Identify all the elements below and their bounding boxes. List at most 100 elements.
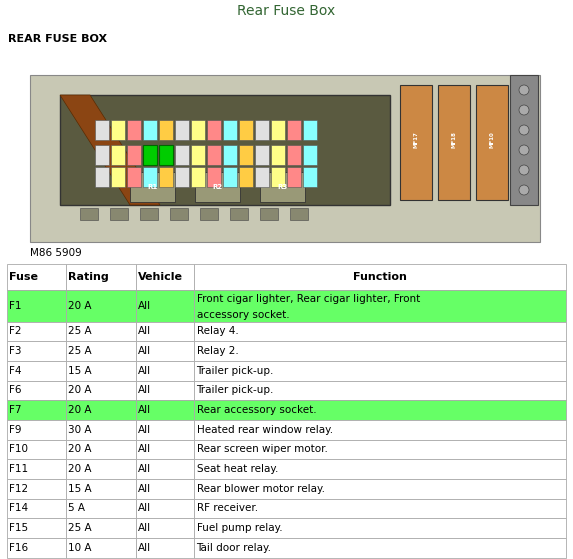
Text: All: All xyxy=(138,385,151,395)
Bar xyxy=(175,145,189,165)
Text: Rating: Rating xyxy=(68,272,109,282)
Text: F15: F15 xyxy=(9,523,28,533)
Bar xyxy=(65,459,135,479)
Bar xyxy=(194,321,566,341)
Bar xyxy=(194,341,566,361)
Bar xyxy=(194,499,566,518)
Text: F2: F2 xyxy=(9,326,22,337)
Bar xyxy=(111,167,125,187)
Text: 20 A: 20 A xyxy=(68,385,91,395)
Bar xyxy=(7,381,65,400)
Text: 5 A: 5 A xyxy=(68,503,85,513)
Text: All: All xyxy=(138,464,151,474)
Text: 30 A: 30 A xyxy=(68,425,91,435)
Bar xyxy=(255,145,269,165)
Text: accessory socket.: accessory socket. xyxy=(197,310,289,320)
Text: RF receiver.: RF receiver. xyxy=(197,503,258,513)
Bar xyxy=(7,538,65,557)
Bar xyxy=(191,167,205,187)
Text: 20 A: 20 A xyxy=(68,464,91,474)
Text: All: All xyxy=(138,346,151,356)
Bar xyxy=(170,208,188,220)
Text: R2: R2 xyxy=(212,184,222,190)
Bar xyxy=(135,479,194,499)
Text: Vehicle: Vehicle xyxy=(138,272,183,282)
Bar xyxy=(7,459,65,479)
Bar xyxy=(194,439,566,459)
Text: All: All xyxy=(138,523,151,533)
Text: 15 A: 15 A xyxy=(68,366,92,376)
Text: F7: F7 xyxy=(9,405,22,415)
Text: F6: F6 xyxy=(9,385,22,395)
Bar xyxy=(159,145,173,165)
Bar xyxy=(110,208,128,220)
Bar xyxy=(7,518,65,538)
Bar xyxy=(271,145,285,165)
Text: REAR FUSE BOX: REAR FUSE BOX xyxy=(8,34,107,44)
Text: Rear screen wiper motor.: Rear screen wiper motor. xyxy=(197,444,327,454)
Bar xyxy=(194,264,566,290)
Text: R3: R3 xyxy=(277,184,287,190)
Bar xyxy=(223,145,237,165)
Text: 15 A: 15 A xyxy=(68,484,92,494)
Bar xyxy=(287,145,301,165)
Text: Trailer pick-up.: Trailer pick-up. xyxy=(197,385,274,395)
Bar xyxy=(7,264,65,290)
Bar xyxy=(194,400,566,420)
Bar xyxy=(65,290,135,321)
Text: F14: F14 xyxy=(9,503,28,513)
Bar xyxy=(223,167,237,187)
Text: F1: F1 xyxy=(9,301,22,311)
Bar xyxy=(400,85,432,200)
Bar xyxy=(200,208,218,220)
Bar xyxy=(7,341,65,361)
Circle shape xyxy=(519,165,529,175)
Bar xyxy=(7,321,65,341)
Circle shape xyxy=(519,105,529,115)
Text: All: All xyxy=(138,484,151,494)
Bar xyxy=(239,145,253,165)
Text: Fuse: Fuse xyxy=(9,272,38,282)
Bar xyxy=(135,499,194,518)
Bar xyxy=(271,120,285,140)
Text: All: All xyxy=(138,503,151,513)
Bar xyxy=(207,120,221,140)
Text: F12: F12 xyxy=(9,484,28,494)
Text: All: All xyxy=(138,405,151,415)
Text: All: All xyxy=(138,425,151,435)
Bar xyxy=(230,208,248,220)
Bar xyxy=(95,120,109,140)
Bar xyxy=(159,167,173,187)
Bar xyxy=(287,120,301,140)
Bar xyxy=(111,120,125,140)
Text: 25 A: 25 A xyxy=(68,326,92,337)
Bar xyxy=(191,145,205,165)
Bar xyxy=(135,341,194,361)
Bar xyxy=(65,321,135,341)
Bar xyxy=(7,361,65,381)
Text: F3: F3 xyxy=(9,346,22,356)
Bar xyxy=(175,120,189,140)
Text: Relay 4.: Relay 4. xyxy=(197,326,238,337)
Text: Trailer pick-up.: Trailer pick-up. xyxy=(197,366,274,376)
Circle shape xyxy=(519,125,529,135)
Text: All: All xyxy=(138,326,151,337)
Bar xyxy=(290,208,308,220)
Bar xyxy=(65,381,135,400)
Bar xyxy=(194,381,566,400)
Bar xyxy=(65,361,135,381)
Bar xyxy=(159,120,173,140)
Bar xyxy=(194,290,566,321)
Bar xyxy=(7,290,65,321)
Bar xyxy=(135,290,194,321)
Bar xyxy=(135,439,194,459)
Text: F4: F4 xyxy=(9,366,22,376)
Bar xyxy=(255,120,269,140)
Bar xyxy=(195,172,240,202)
Bar xyxy=(65,400,135,420)
Bar xyxy=(159,145,173,165)
Bar xyxy=(135,321,194,341)
Bar xyxy=(143,145,157,165)
Text: 10 A: 10 A xyxy=(68,543,91,553)
Bar xyxy=(65,439,135,459)
